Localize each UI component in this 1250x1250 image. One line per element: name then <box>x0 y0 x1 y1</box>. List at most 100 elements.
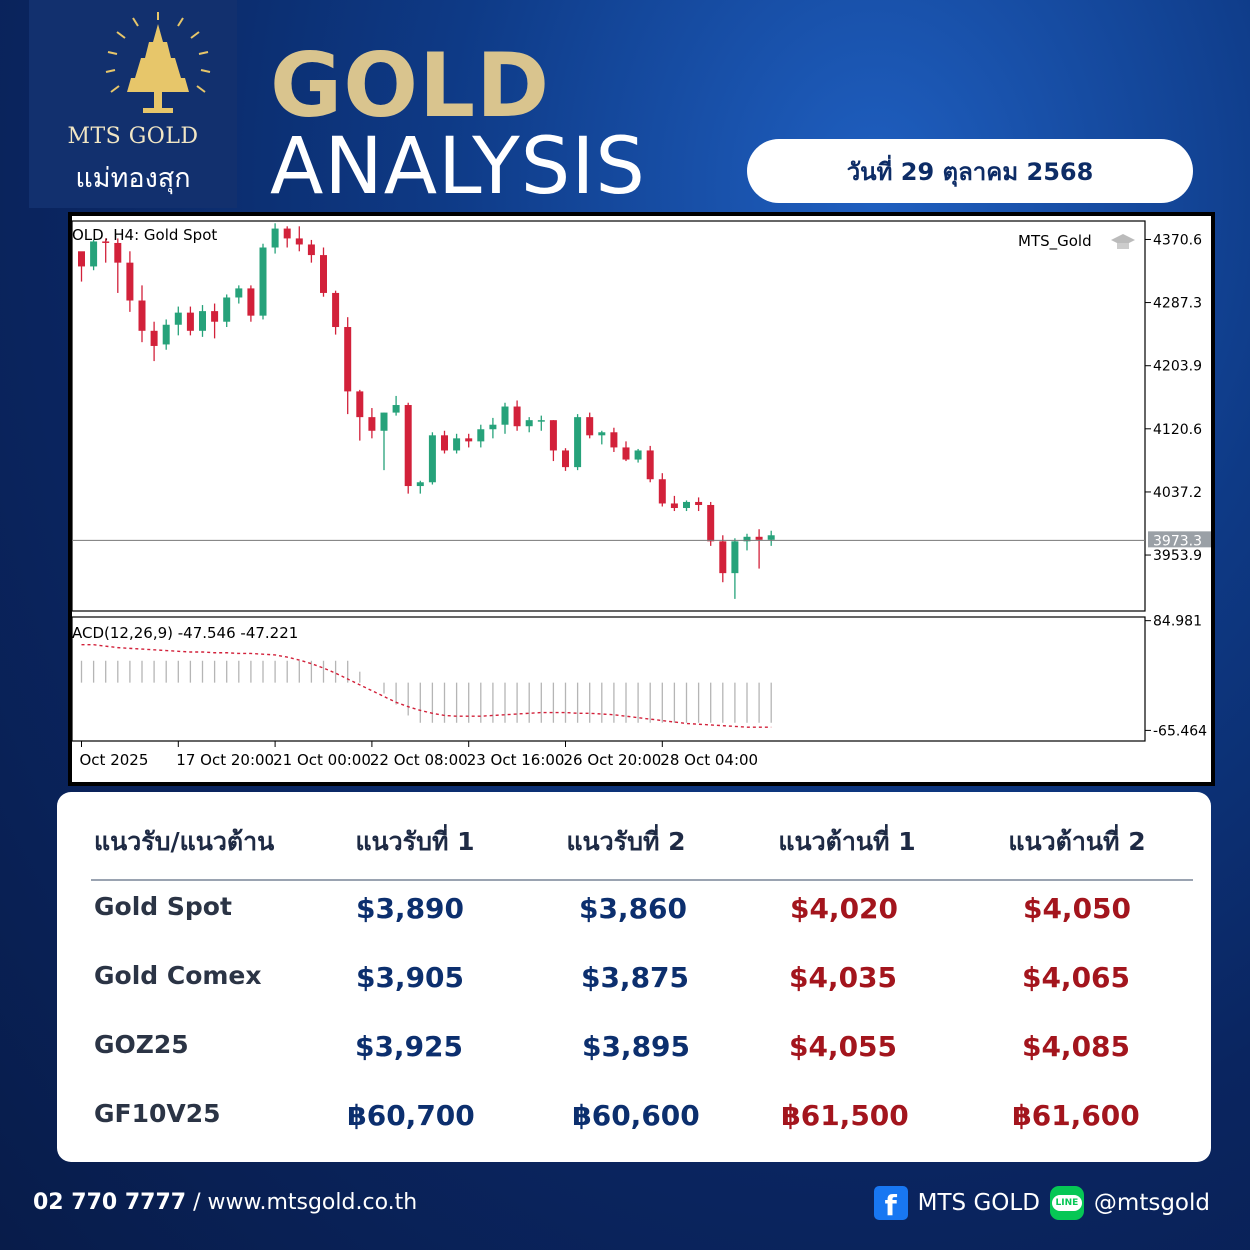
candle-body <box>719 541 727 574</box>
candle-body <box>465 438 473 442</box>
logo-text-th: แม่ทองสุก <box>75 163 191 194</box>
candle-body <box>707 504 715 542</box>
chart-header: OLD, H4: Gold Spot <box>72 226 217 244</box>
row-label: Gold Comex <box>94 961 262 990</box>
candle-body <box>356 391 364 418</box>
candle-body <box>320 255 327 293</box>
logo-text-en: MTS GOLD <box>67 124 199 149</box>
candle-body <box>78 251 85 267</box>
candle-body <box>453 438 461 451</box>
support-1-value: ฿60,700 <box>347 1099 475 1132</box>
candle-body <box>162 324 170 345</box>
candle-body <box>150 330 158 346</box>
resistance-1-value: $4,055 <box>788 1030 898 1063</box>
price-tick-label: 4120.6 <box>1153 422 1202 438</box>
candle-body <box>767 535 775 540</box>
support-2-value: ฿60,600 <box>572 1099 700 1132</box>
line-handle[interactable]: @mtsgold <box>1093 1190 1210 1216</box>
candle-body <box>670 503 678 509</box>
x-tick-label: 17 Oct 20:00 <box>176 751 274 769</box>
logo: MTS GOLD แม่ทองสุก <box>29 0 237 208</box>
phone-number[interactable]: 02 770 7777 <box>33 1190 187 1215</box>
table-row: GF10V25 ฿60,700 ฿60,600 ฿61,500 ฿61,600 <box>57 1099 1211 1139</box>
price-panel-border <box>72 220 1146 612</box>
macd-tick-label: -65.464 <box>1153 723 1207 739</box>
current-price-box <box>1148 531 1211 548</box>
graduation-cap-icon <box>1111 234 1135 249</box>
candle-body <box>731 541 739 574</box>
candle-body <box>199 311 206 331</box>
header-cell: แนวรับที่ 1 <box>355 827 475 856</box>
candle-body <box>211 311 219 322</box>
price-tick-label: 4203.9 <box>1153 359 1202 375</box>
chart-frame: OLD, H4: Gold Spot MTS_Gold ACD(12,26,9)… <box>68 212 1215 786</box>
line-icon-label: LINE <box>1051 1195 1083 1211</box>
candle-body <box>598 432 606 436</box>
chart-svg: OLD, H4: Gold Spot MTS_Gold ACD(12,26,9)… <box>72 220 1211 769</box>
table-row: Gold Spot $3,890 $3,860 $4,020 $4,050 <box>57 892 1211 932</box>
footer-social: f MTS GOLD LINE @mtsgold <box>873 1186 1210 1220</box>
chart-watermark: MTS_Gold <box>1018 232 1092 251</box>
support-1-value: $3,925 <box>354 1030 464 1063</box>
candle-body <box>416 482 424 487</box>
x-tick-label: 26 Oct 20:00 <box>564 751 662 769</box>
candle-body <box>259 247 267 316</box>
row-label: Gold Spot <box>94 892 232 921</box>
x-tick-label: Oct 2025 <box>80 751 149 769</box>
support-2-value: $3,895 <box>581 1030 691 1063</box>
candle-body <box>574 417 582 468</box>
candle-body <box>683 501 690 509</box>
header-cell: แนวรับที่ 2 <box>566 827 686 856</box>
line-icon[interactable]: LINE <box>1049 1186 1084 1220</box>
price-tick-label: 3953.9 <box>1153 548 1202 564</box>
candle-body <box>489 424 497 430</box>
candle-body <box>562 450 569 468</box>
candle-body <box>174 312 182 325</box>
macd-label: ACD(12,26,9) -47.546 -47.221 <box>72 624 298 642</box>
candle-body <box>513 406 521 427</box>
support-2-value: $3,875 <box>580 961 690 994</box>
header-cell: แนวต้านที่ 1 <box>778 827 916 856</box>
candle-body <box>634 450 642 460</box>
candle-body <box>695 501 703 505</box>
resistance-2-value: $4,050 <box>1022 892 1132 925</box>
resistance-2-value: $4,085 <box>1021 1030 1131 1063</box>
candle-body <box>622 447 630 460</box>
facebook-icon[interactable]: f <box>873 1186 908 1220</box>
website-link[interactable]: www.mtsgold.co.th <box>207 1190 418 1215</box>
candle-body <box>186 312 194 331</box>
candle-body <box>223 297 231 322</box>
price-chart: OLD, H4: Gold Spot MTS_Gold ACD(12,26,9)… <box>72 216 1211 782</box>
candle-body <box>646 450 654 480</box>
candle-body <box>586 417 594 436</box>
row-label: GF10V25 <box>94 1099 221 1128</box>
candle-body <box>307 244 315 256</box>
candle-body <box>404 405 412 487</box>
table-row: Gold Comex $3,905 $3,875 $4,035 $4,065 <box>57 961 1211 1001</box>
support-1-value: $3,905 <box>355 961 465 994</box>
candle-body <box>537 420 545 422</box>
table-row: GOZ25 $3,925 $3,895 $4,055 $4,085 <box>57 1030 1211 1070</box>
candle-body <box>126 262 134 301</box>
candle-body <box>392 405 400 413</box>
price-tick-label: 4037.2 <box>1153 485 1202 501</box>
candle-body <box>114 242 122 263</box>
candle-body <box>102 241 110 243</box>
candle-body <box>138 300 146 331</box>
title-analysis: ANALYSIS <box>270 122 646 212</box>
macd-panel-border <box>72 616 1146 742</box>
candle-body <box>477 429 485 442</box>
table-divider <box>91 879 1193 881</box>
facebook-name[interactable]: MTS GOLD <box>917 1190 1040 1216</box>
candle-body <box>271 228 279 248</box>
table-header: แนวรับ/แนวต้าน แนวรับที่ 1 แนวรับที่ 2 แ… <box>57 822 1211 868</box>
candle-body <box>501 406 509 425</box>
candle-body <box>441 435 448 451</box>
candle-body <box>247 288 255 316</box>
x-tick-label: 21 Oct 00:00 <box>273 751 371 769</box>
candle-body <box>610 432 618 448</box>
candle-body <box>743 536 751 542</box>
resistance-1-value: $4,035 <box>788 961 898 994</box>
macd-tick-label: 84.981 <box>1153 614 1202 630</box>
header-cell: แนวรับ/แนวต้าน <box>94 827 275 856</box>
